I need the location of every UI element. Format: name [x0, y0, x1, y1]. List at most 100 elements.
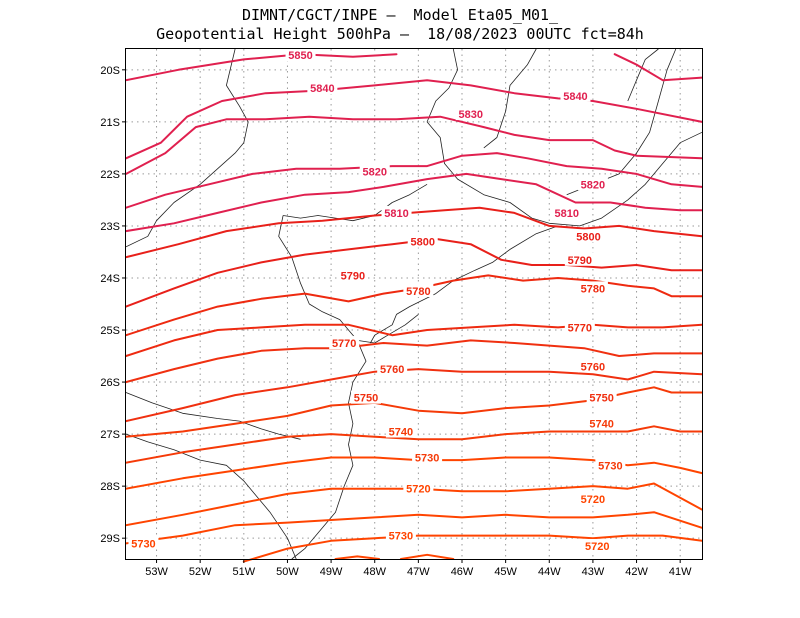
- lat-tick-label: 26S: [100, 377, 120, 389]
- contour-label-5750: 5750: [589, 393, 613, 405]
- contour-line-5730: [125, 511, 703, 545]
- lon-tick-label: 47W: [407, 566, 430, 578]
- contour-layer: [125, 53, 703, 563]
- lat-tick-label: 24S: [100, 273, 120, 285]
- lon-tick-label: 52W: [189, 566, 212, 578]
- contour-label-bg: [407, 234, 438, 248]
- contour-label-bg: [307, 81, 338, 95]
- contour-label-5780: 5780: [581, 283, 605, 295]
- contour-label-5840: 5840: [563, 91, 587, 103]
- contour-line-5780: [125, 274, 703, 337]
- chart-title-line-2: Geopotential Height 500hPa – 18/08/2023 …: [156, 25, 644, 43]
- contour-label-5760: 5760: [581, 361, 605, 373]
- contour-line-5710: [334, 555, 381, 560]
- lon-tick-label: 42W: [625, 566, 648, 578]
- coastline-segment: [357, 314, 419, 344]
- contour-label-5770: 5770: [568, 322, 592, 334]
- contour-label-5730: 5730: [598, 460, 622, 472]
- lon-tick-label: 50W: [276, 566, 299, 578]
- chart-title-line-1: DIMNT/CGCT/INPE – Model Eta05_M01_: [241, 6, 559, 24]
- contour-label-bg: [573, 229, 604, 243]
- contour-line-5790: [125, 237, 703, 308]
- map-frame: [125, 48, 703, 560]
- contour-line-5800: [125, 206, 703, 259]
- contour-label-bg: [337, 268, 368, 282]
- coastline-segment: [283, 183, 428, 222]
- lon-tick-label: 49W: [320, 566, 343, 578]
- contour-label-5810: 5810: [384, 208, 408, 220]
- contour-label-bg: [403, 283, 434, 297]
- contour-label-5790: 5790: [568, 255, 592, 267]
- contour-label-5840: 5840: [310, 83, 334, 95]
- contour-line-5760: [125, 339, 703, 384]
- contour-label-bg: [351, 390, 381, 404]
- contour-label-bg: [564, 320, 595, 334]
- lon-tick-label: 44W: [538, 566, 561, 578]
- coastline-segment: [370, 225, 559, 344]
- contour-label-5720: 5720: [406, 484, 430, 496]
- contour-line-5750: [125, 368, 703, 423]
- contour-label-5730: 5730: [131, 538, 155, 550]
- contour-line-5850: [613, 53, 703, 82]
- contour-line-5820: [125, 152, 703, 209]
- lat-tick-label: 27S: [100, 429, 120, 441]
- contour-label-5830: 5830: [458, 109, 482, 121]
- contour-label-5760: 5760: [380, 364, 404, 376]
- contour-label-bg: [551, 205, 582, 219]
- lon-tick-label: 48W: [363, 566, 386, 578]
- contour-label-bg: [385, 424, 416, 438]
- lat-tick-label: 29S: [100, 533, 120, 545]
- contour-line-5720: [125, 456, 703, 490]
- contour-label-bg: [582, 538, 613, 552]
- contour-line-5770: [125, 323, 703, 357]
- contour-label-bg: [385, 528, 416, 542]
- contour-label-bg: [285, 48, 316, 62]
- contour-labels: 5850 5840 5840 5830 5820 5820 5810 5810 5800 5800…: [128, 48, 626, 553]
- lon-tick-label: 41W: [669, 566, 692, 578]
- lat-tick-label: 25S: [100, 325, 120, 337]
- contour-label-bg: [586, 416, 617, 430]
- lon-tick-label: 51W: [233, 566, 256, 578]
- coastline-segment: [627, 48, 659, 102]
- lat-tick-label: 21S: [100, 117, 120, 129]
- contour-label-bg: [403, 481, 434, 495]
- contour-line-5810: [125, 172, 703, 233]
- contour-label-bg: [586, 390, 617, 404]
- coastline-segment: [125, 433, 297, 560]
- contour-label-5850: 5850: [288, 50, 312, 62]
- contour-label-bg: [381, 205, 412, 219]
- contour-label-bg: [564, 252, 595, 266]
- contour-label-bg: [128, 536, 159, 550]
- contour-line-5710: [399, 553, 455, 560]
- contour-line-5830: [125, 115, 703, 175]
- contour-line-5720: [242, 534, 703, 563]
- contour-line-5740: [125, 386, 703, 438]
- coastline-segment: [125, 392, 301, 440]
- contour-label-5820: 5820: [581, 179, 605, 191]
- contour-label-5740: 5740: [589, 419, 613, 431]
- contour-label-bg: [329, 336, 360, 350]
- lon-tick-label: 45W: [494, 566, 517, 578]
- lon-tick-label: 53W: [145, 566, 168, 578]
- contour-label-5780: 5780: [406, 286, 430, 298]
- lat-tick-label: 22S: [100, 169, 120, 181]
- contour-label-5720: 5720: [585, 541, 609, 553]
- lat-tick-label: 20S: [100, 65, 120, 77]
- coastline-segment: [483, 48, 537, 149]
- contour-label-bg: [577, 281, 608, 295]
- axis-ticks: 53W 52W 51W 50W 49W 48W 47W 46W 45W 44W 43W 42W 41W 2…: [100, 65, 692, 578]
- contour-label-bg: [560, 88, 591, 102]
- contour-label-bg: [412, 450, 443, 464]
- contour-label-bg: [455, 107, 486, 121]
- contour-label-5810: 5810: [554, 208, 578, 220]
- contour-label-5790: 5790: [341, 270, 365, 282]
- contour-label-bg: [577, 492, 608, 506]
- lat-tick-label: 23S: [100, 221, 120, 233]
- contour-label-5800: 5800: [576, 231, 600, 243]
- contour-label-5800: 5800: [410, 237, 434, 249]
- contour-label-bg: [577, 359, 608, 373]
- contour-line-5850: [125, 53, 398, 82]
- contour-label-5730: 5730: [389, 531, 413, 543]
- contour-label-bg: [359, 164, 390, 178]
